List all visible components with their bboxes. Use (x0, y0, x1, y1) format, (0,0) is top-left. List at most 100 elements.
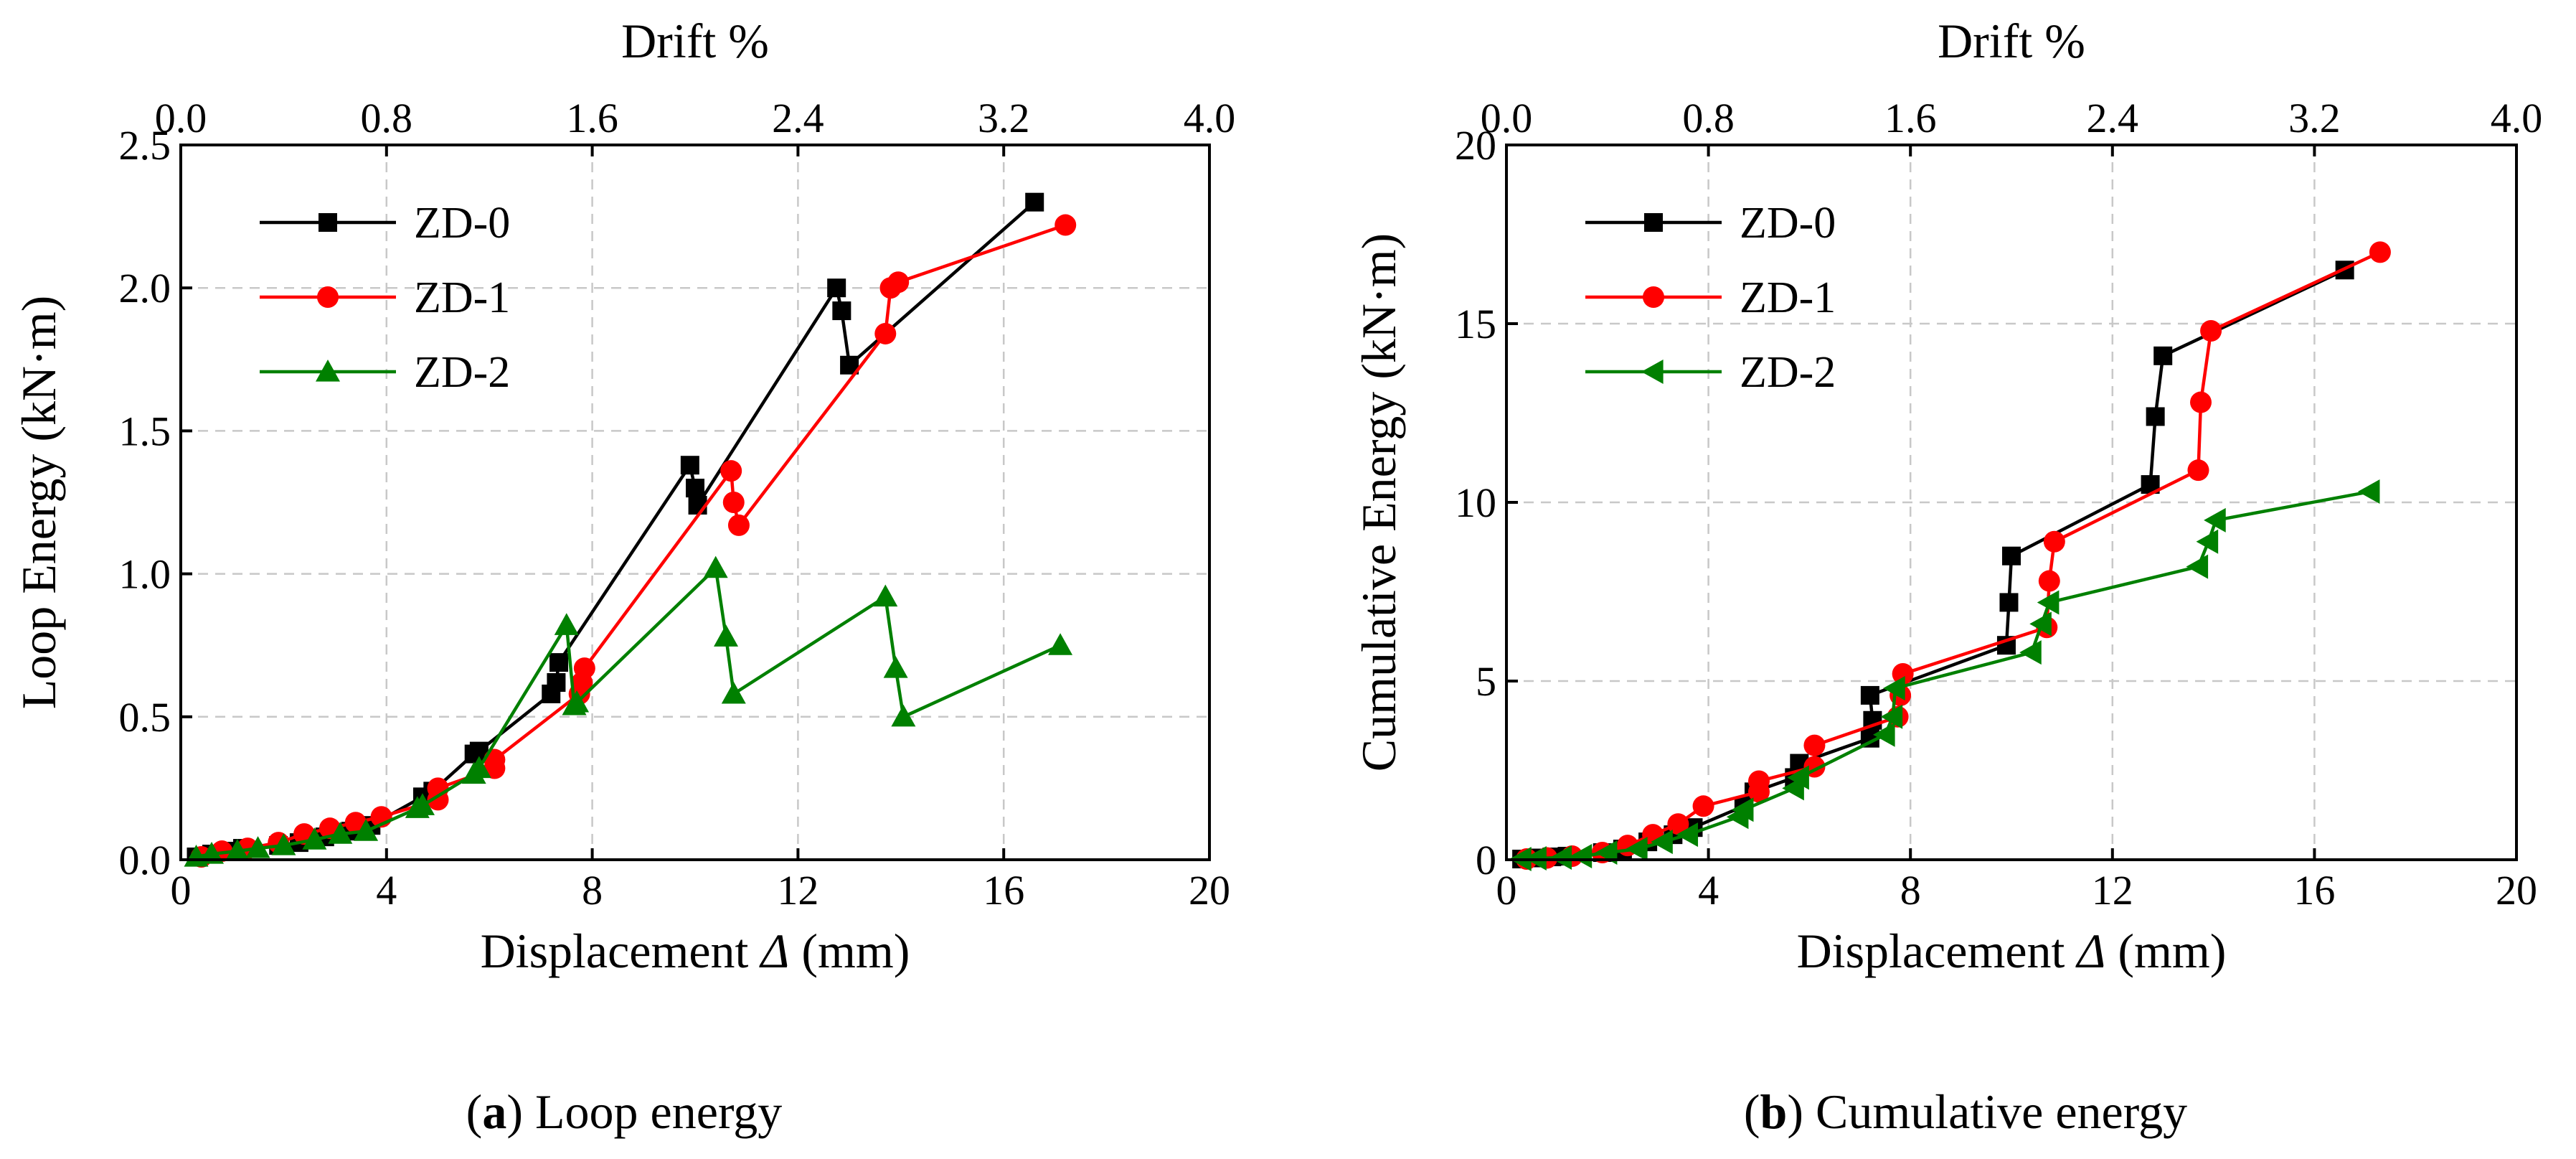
data-point (873, 584, 898, 607)
x-tick-label: 20 (2496, 867, 2537, 914)
data-point (1055, 214, 1077, 236)
drift-tick-label: 2.4 (772, 95, 824, 141)
grid (1506, 145, 2516, 860)
x-tick-label: 12 (777, 867, 818, 914)
data-point (2146, 407, 2165, 426)
data-point (2153, 346, 2173, 365)
legend-entry: ZD-2 (1585, 348, 1836, 397)
x-tick-label: 12 (2092, 867, 2133, 914)
drift-tick-label: 4.0 (2491, 95, 2543, 141)
x-tick-label: 16 (2293, 867, 2335, 914)
data-point (2043, 530, 2065, 553)
legend-marker (1641, 360, 1664, 384)
series-ZD-1 (190, 214, 1077, 868)
legend-entry: ZD-1 (1585, 273, 1836, 322)
data-point (1787, 765, 1809, 790)
drift-tick-label: 0.0 (155, 95, 207, 141)
data-point (271, 833, 296, 855)
loop-energy-chart: 0 4 8 12 16 200.00.51.01.52.02.50.0 0.8 1.6 2.4 3… (11, 14, 1235, 1139)
data-point (2369, 241, 2391, 263)
data-point (720, 460, 742, 482)
drift-axis-label: Drift % (1938, 14, 2085, 68)
data-point (1048, 633, 1073, 655)
y-tick-label: 0 (1476, 837, 1496, 883)
legend-label: ZD-0 (414, 199, 510, 248)
data-point (827, 278, 846, 298)
x-tick-label: 8 (1900, 867, 1921, 914)
legend: ZD-0 ZD-1 ZD-2 (260, 199, 510, 397)
data-point (549, 653, 568, 672)
x-tick-label: 0 (171, 867, 192, 914)
data-point (891, 704, 916, 727)
legend-marker (317, 286, 339, 308)
drift-axis-label: Drift % (621, 14, 769, 68)
data-point (832, 301, 851, 321)
data-point (2200, 319, 2222, 342)
data-point (2038, 570, 2060, 592)
legend-label: ZD-1 (1740, 273, 1836, 322)
plot-frame (179, 144, 1211, 861)
data-point (1025, 192, 1044, 212)
series-ZD-2 (184, 555, 1073, 867)
y-axis-label: Loop Energy (kN·m) (11, 296, 66, 710)
data-point (1803, 734, 1826, 756)
series-line-ZD-1 (201, 223, 1066, 859)
data-point (2187, 459, 2209, 482)
legend: ZD-0 ZD-1 ZD-2 (1585, 199, 1836, 397)
data-point (2037, 590, 2060, 615)
data-point (883, 656, 908, 678)
caption-b: (b) Cumulative energy (1744, 1084, 2187, 1139)
drift-tick-label: 0.0 (1481, 95, 1533, 141)
legend-entry: ZD-1 (260, 273, 510, 322)
legend-label: ZD-0 (1740, 199, 1836, 248)
data-point (1667, 813, 1689, 835)
data-point (2002, 546, 2021, 566)
y-tick-label: 1.5 (119, 408, 171, 454)
x-axis-label: Displacement Δ (mm) (1797, 924, 2227, 978)
drift-tick-label: 1.6 (1884, 95, 1937, 141)
grid (181, 145, 1209, 860)
series-line-ZD-2 (1521, 489, 2371, 861)
x-tick-label: 20 (1189, 867, 1230, 914)
data-point (1748, 770, 1770, 792)
series-ZD-2 (1509, 479, 2380, 872)
data-point (199, 842, 225, 864)
data-point (887, 271, 910, 294)
y-axis-label: Cumulative Energy (kN·m) (1351, 233, 1406, 771)
series-line-ZD-1 (1527, 250, 2381, 861)
data-point (354, 819, 379, 841)
x-axis-label: Displacement Δ (mm) (481, 924, 910, 978)
legend-marker (1643, 286, 1664, 308)
series-layer (1509, 241, 2391, 872)
legend-label: ZD-2 (1740, 348, 1836, 397)
data-point (2204, 507, 2226, 532)
data-point (1626, 837, 1648, 862)
data-point (721, 681, 746, 704)
data-point (1676, 822, 1699, 848)
data-point (483, 749, 506, 771)
data-point (302, 827, 327, 850)
series-ZD-1 (1516, 241, 2391, 871)
data-point (1999, 593, 2019, 612)
caption-a: (a) Loop energy (466, 1084, 783, 1139)
axis-ticks: 0 4 8 12 16 200.00.51.01.52.02.50.0 0.8 1.6 2.4 3… (119, 95, 1236, 914)
data-point (1692, 795, 1714, 817)
data-point (2186, 554, 2209, 579)
data-point (573, 657, 595, 680)
data-point (1570, 844, 1593, 869)
data-point (2029, 611, 2052, 637)
legend-entry: ZD-0 (260, 199, 510, 248)
data-point (2196, 529, 2219, 554)
data-point (1880, 704, 1903, 729)
series-layer (184, 192, 1077, 868)
legend-label: ZD-1 (414, 273, 510, 322)
data-point (328, 822, 353, 844)
data-point (874, 322, 897, 344)
y-tick-label: 2.5 (119, 122, 171, 169)
drift-tick-label: 0.8 (361, 95, 413, 141)
data-point (703, 555, 728, 578)
drift-tick-label: 3.2 (2288, 95, 2341, 141)
data-point (565, 690, 590, 713)
data-point (410, 793, 435, 815)
